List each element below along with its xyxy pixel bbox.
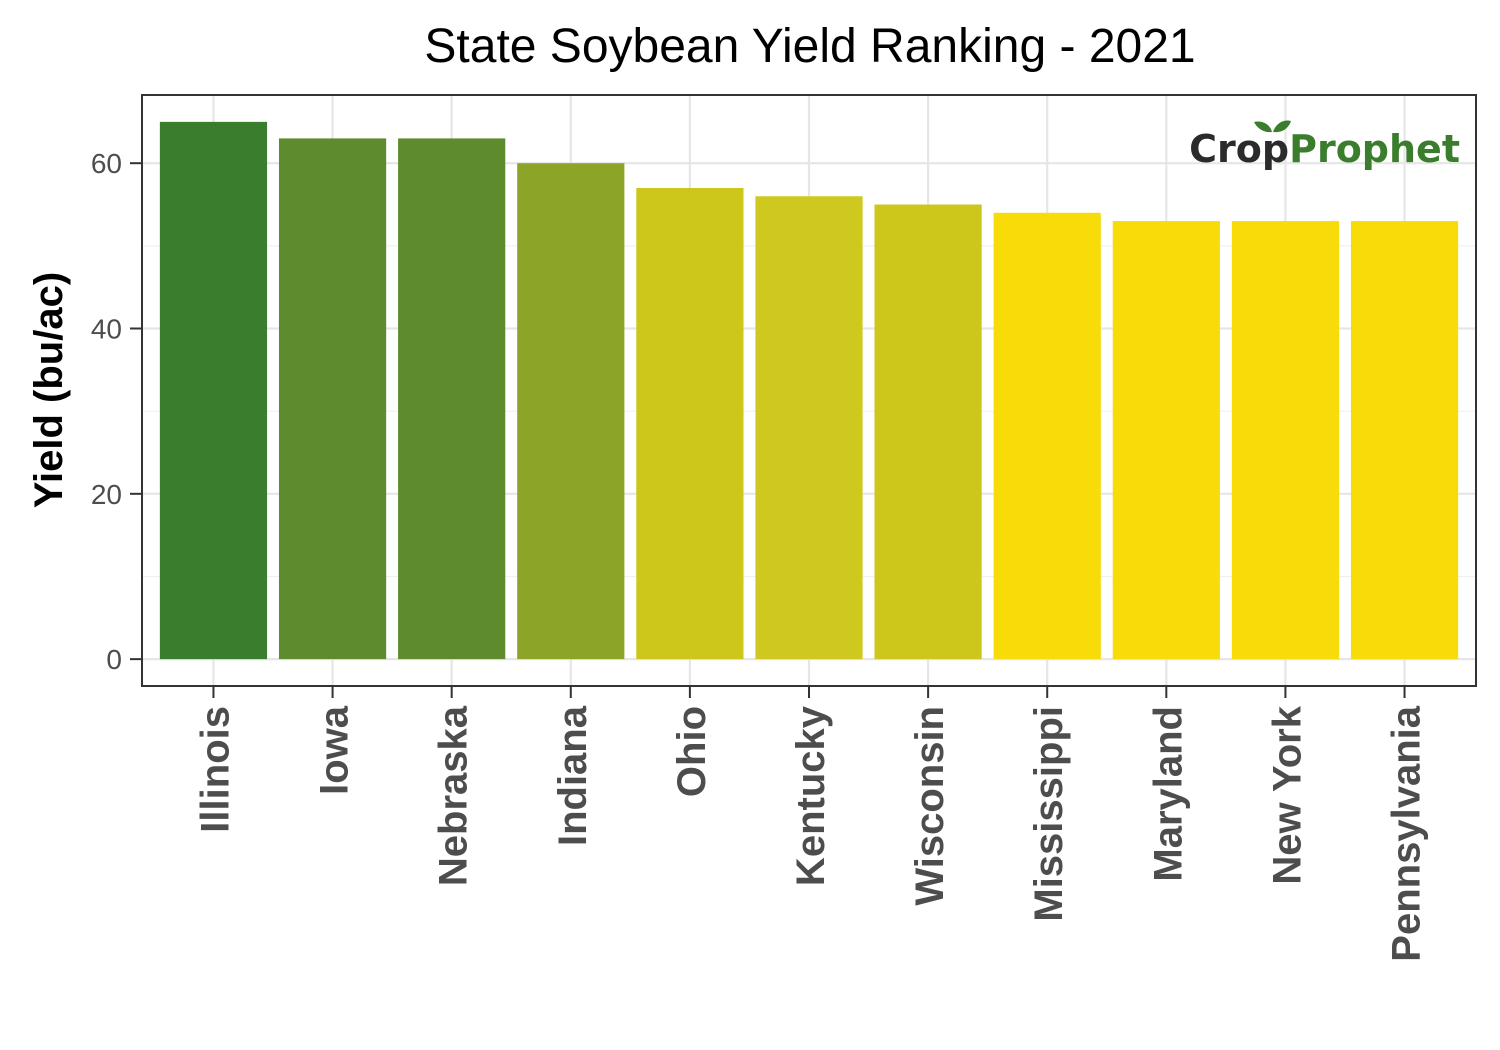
x-tick-label: Illinois <box>193 706 237 833</box>
y-tick-label: 0 <box>106 644 122 675</box>
logo-prophet: Prophet <box>1289 127 1460 171</box>
logo-text: CropProphet <box>1189 127 1460 171</box>
bar-wisconsin <box>874 204 982 660</box>
y-axis-label: Yield (bu/ac) <box>27 272 71 508</box>
bar-new-york <box>1231 221 1340 660</box>
croprophet-logo: CropProphet <box>1189 120 1460 171</box>
y-tick-label: 60 <box>91 148 122 179</box>
y-tick-label: 20 <box>91 479 122 510</box>
y-tick-label: 40 <box>91 314 122 345</box>
x-tick-label: Indiana <box>551 705 595 846</box>
x-tick-label: Wisconsin <box>908 706 952 906</box>
bar-pennsylvania <box>1350 221 1459 660</box>
x-tick-label: New York <box>1265 705 1309 884</box>
logo-crop: Crop <box>1189 127 1289 171</box>
chart-title: State Soybean Yield Ranking - 2021 <box>424 20 1195 73</box>
bar-kentucky <box>755 196 863 660</box>
x-tick-label: Pennsylvania <box>1385 705 1429 961</box>
x-tick-label: Maryland <box>1146 706 1190 882</box>
x-tick-label: Kentucky <box>789 705 833 886</box>
bar-mississippi <box>993 212 1101 660</box>
bar-iowa <box>278 138 387 660</box>
x-tick-label: Iowa <box>313 705 357 795</box>
sprout-icon <box>1254 120 1291 133</box>
x-tick-label: Nebraska <box>432 705 476 886</box>
bar-illinois <box>159 121 268 660</box>
bar-nebraska <box>398 138 506 660</box>
plot-area: 0 20 40 60 Illinois Iowa Nebraska Indiana Ohio Ke… <box>91 94 1477 962</box>
x-tick-label: Mississippi <box>1027 706 1071 922</box>
bar-indiana <box>517 163 625 660</box>
bar-ohio <box>636 187 744 660</box>
x-tick-label: Ohio <box>670 706 714 797</box>
bar-maryland <box>1112 221 1220 660</box>
